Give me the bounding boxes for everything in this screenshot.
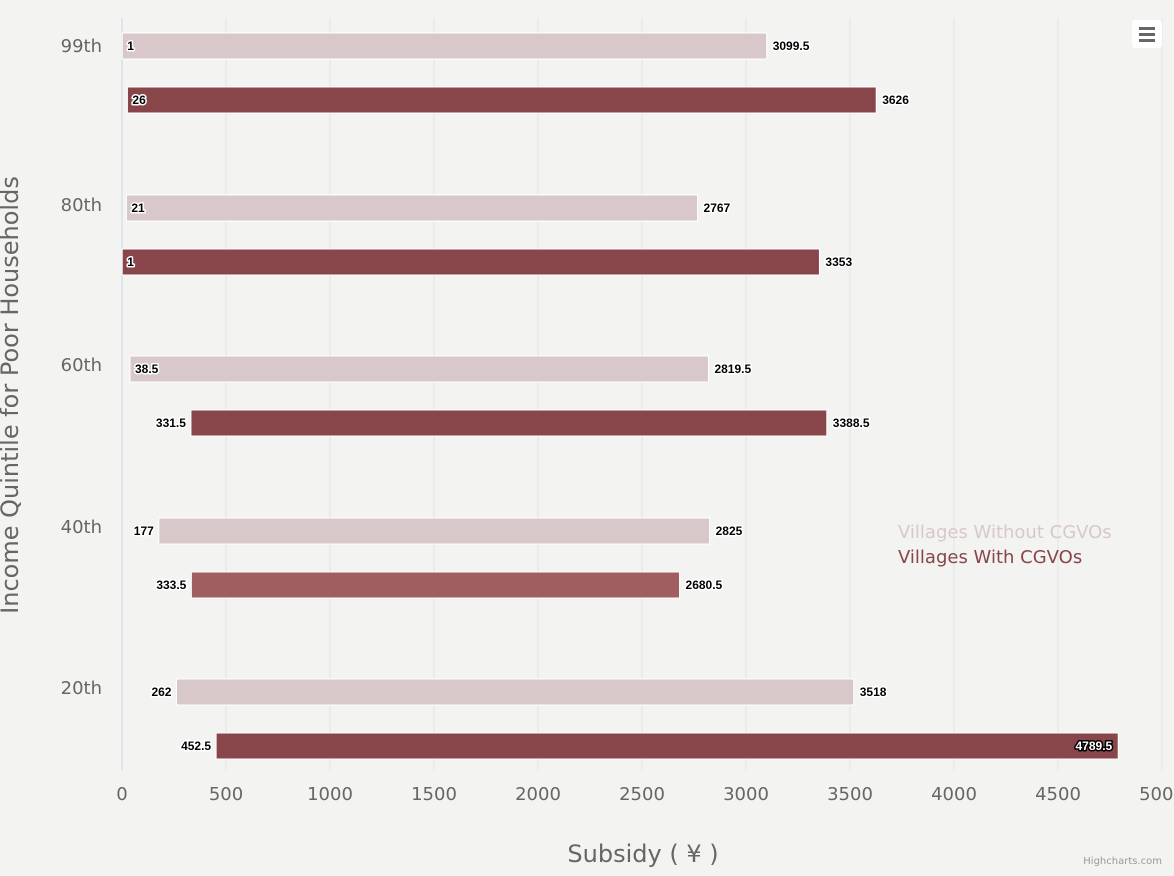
x-tick-label: 4500 — [1035, 784, 1081, 805]
data-label-high: 3099.5 — [773, 39, 810, 53]
menu-icon[interactable] — [1132, 20, 1162, 48]
x-tick-label: 2000 — [515, 784, 561, 805]
data-label-high: 2825 — [716, 524, 743, 538]
legend-item-without[interactable]: Villages Without CGVOs — [898, 522, 1112, 543]
y-tick-label: 80th — [61, 195, 102, 216]
legend-item-with[interactable]: Villages With CGVOs — [898, 547, 1082, 568]
x-tick-label: 5000 — [1139, 784, 1174, 805]
bar-with-cgvos[interactable] — [121, 248, 820, 276]
x-tick-label: 1500 — [411, 784, 457, 805]
bar-without-cgvos[interactable] — [121, 32, 768, 60]
y-tick-label: 40th — [61, 517, 102, 538]
data-label-high: 2819.5 — [714, 362, 751, 376]
data-label-low: 452.5 — [181, 739, 211, 753]
data-label-low: 1 — [127, 39, 134, 53]
data-label-low: 38.5 — [135, 362, 159, 376]
data-label-low: 177 — [134, 524, 154, 538]
data-label-high: 3353 — [825, 255, 852, 269]
credits-link[interactable]: Highcharts.com — [1083, 856, 1162, 867]
bar-with-cgvos[interactable] — [190, 409, 828, 437]
y-tick-label: 20th — [61, 678, 102, 699]
data-label-high: 3626 — [882, 93, 909, 107]
x-tick-label: 500 — [209, 784, 243, 805]
y-tick-label: 60th — [61, 355, 102, 376]
data-label-low: 331.5 — [156, 416, 186, 430]
y-axis-title: Income Quintile for Poor Households — [0, 176, 24, 614]
x-tick-label: 0 — [116, 784, 127, 805]
bar-without-cgvos[interactable] — [129, 355, 709, 383]
bar-without-cgvos[interactable] — [125, 194, 699, 222]
x-tick-label: 4000 — [931, 784, 977, 805]
data-label-high: 2767 — [704, 201, 731, 215]
data-label-high: 3388.5 — [833, 416, 870, 430]
data-label-low: 1 — [127, 255, 134, 269]
x-axis-title: Subsidy ( ¥ ) — [567, 840, 718, 868]
x-tick-label: 1000 — [307, 784, 353, 805]
data-label-high: 2680.5 — [686, 578, 723, 592]
bar-without-cgvos[interactable] — [158, 517, 711, 545]
data-label-low: 21 — [131, 201, 145, 215]
data-label-high: 4789.5 — [1076, 739, 1113, 753]
x-tick-label: 2500 — [619, 784, 665, 805]
bar-with-cgvos[interactable] — [215, 732, 1119, 760]
x-tick-label: 3500 — [827, 784, 873, 805]
bar-without-cgvos[interactable] — [175, 678, 855, 706]
data-label-low: 262 — [151, 685, 171, 699]
data-label-high: 3518 — [860, 685, 887, 699]
bar-with-cgvos[interactable] — [190, 571, 681, 599]
y-tick-label: 99th — [61, 36, 102, 57]
x-tick-label: 3000 — [723, 784, 769, 805]
data-label-low: 333.5 — [156, 578, 186, 592]
data-label-low: 26 — [132, 93, 146, 107]
bar-with-cgvos[interactable] — [126, 86, 877, 114]
